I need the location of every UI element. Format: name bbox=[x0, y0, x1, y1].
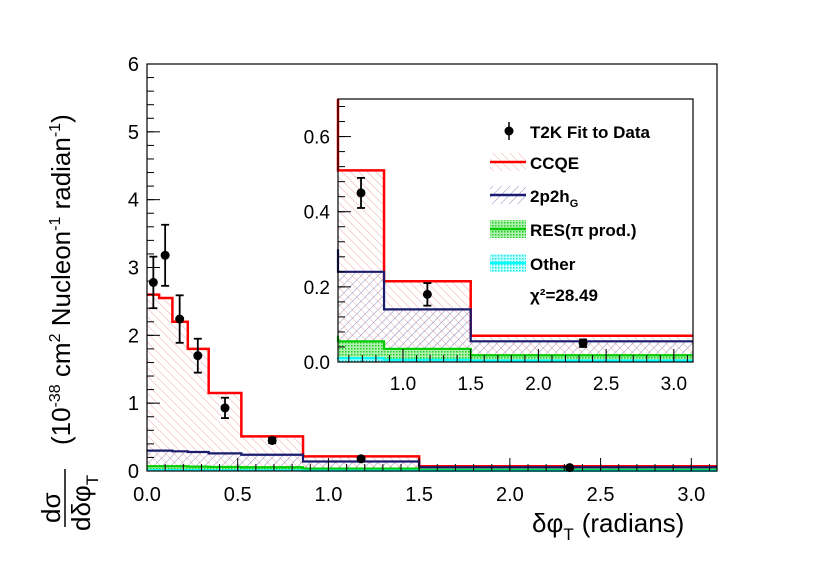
main-point-marker bbox=[175, 314, 185, 324]
main-line-series-1 bbox=[147, 449, 717, 469]
inset-data-point bbox=[578, 338, 588, 348]
main-x-tick-label: 0.5 bbox=[224, 484, 252, 506]
inset-point-marker bbox=[578, 338, 588, 348]
main-y-tick-label: 2 bbox=[128, 325, 139, 347]
main-x-tick-label: 3.0 bbox=[677, 484, 705, 506]
main-data-point bbox=[193, 337, 203, 374]
main-plot-data-points bbox=[148, 223, 575, 473]
main-line-series-2 bbox=[147, 465, 717, 471]
main-data-point bbox=[220, 396, 230, 419]
inset-data-point bbox=[422, 282, 432, 307]
x-axis-title: δφT (radians) bbox=[532, 508, 684, 544]
inset-data-point bbox=[356, 176, 366, 209]
y-axis-fraction-denominator: dδφT bbox=[66, 475, 102, 531]
legend: T2K Fit to Data CCQE 2p2hG RES(π prod.) … bbox=[490, 122, 650, 305]
main-point-marker bbox=[193, 351, 203, 361]
inset-x-tick-label: 2.5 bbox=[593, 374, 619, 395]
legend-label-ccqe: CCQE bbox=[530, 154, 579, 173]
legend-label-other: Other bbox=[530, 255, 576, 274]
legend-label-res: RES(π prod.) bbox=[530, 221, 637, 240]
main-x-tick-label: 1.5 bbox=[405, 484, 433, 506]
inset-x-tick-label: 2.0 bbox=[525, 374, 551, 395]
inset-plot-frame bbox=[337, 98, 694, 363]
y-axis-fraction-numerator: dσ bbox=[36, 492, 66, 523]
main-y-tick-label: 4 bbox=[128, 190, 139, 212]
inset-y-tick-label: 0.2 bbox=[304, 278, 330, 299]
main-y-tick-label: 0 bbox=[128, 461, 139, 483]
legend-entry-data: T2K Fit to Data bbox=[504, 122, 650, 142]
inset-y-tick-label: 0.4 bbox=[304, 203, 331, 224]
main-point-marker bbox=[356, 454, 366, 464]
inset-x-tick-label: 3.0 bbox=[661, 374, 687, 395]
main-point-marker bbox=[148, 277, 158, 287]
inset-plot-data-points bbox=[356, 176, 588, 348]
main-point-marker bbox=[160, 250, 170, 260]
inset-axis-ticks: 1.0 1.5 2.0 2.5 3.0 0.0 0.2 0.4 0.6 bbox=[304, 106, 688, 395]
main-point-marker bbox=[267, 435, 277, 445]
inset-fill-series-1 bbox=[338, 249, 693, 362]
main-data-point bbox=[160, 223, 170, 287]
main-data-point bbox=[356, 454, 366, 464]
main-data-point bbox=[175, 294, 185, 344]
inset-point-marker bbox=[422, 289, 432, 299]
inset-y-tick-label: 0.0 bbox=[304, 353, 330, 374]
main-point-marker bbox=[220, 403, 230, 413]
main-y-tick-label: 3 bbox=[128, 258, 139, 280]
main-x-tick-label: 1.0 bbox=[315, 484, 343, 506]
main-x-tick-label: 0.0 bbox=[133, 484, 161, 506]
main-point-marker bbox=[565, 463, 575, 473]
main-data-point bbox=[565, 463, 575, 473]
main-data-point bbox=[267, 435, 277, 445]
chi2-label: χ²=28.49 bbox=[530, 286, 598, 305]
legend-label-data: T2K Fit to Data bbox=[530, 123, 650, 142]
y-axis-title: dσ dδφT (10-38 cm2 Nucleon-1 radian-1) bbox=[36, 114, 102, 531]
legend-label-2p2h: 2p2hG bbox=[530, 187, 578, 210]
legend-entry-res: RES(π prod.) bbox=[490, 220, 637, 240]
main-axis-ticks: 0.0 0.5 1.0 1.5 2.0 2.5 3.0 0 1 2 3 4 5 6 bbox=[128, 54, 710, 506]
legend-entry-other: Other bbox=[490, 254, 576, 274]
main-x-tick-label: 2.0 bbox=[496, 484, 524, 506]
legend-entry-2p2h: 2p2hG bbox=[490, 186, 578, 210]
inset-x-tick-label: 1.0 bbox=[390, 374, 416, 395]
legend-entry-ccqe: CCQE bbox=[490, 153, 579, 173]
main-y-tick-label: 1 bbox=[128, 393, 139, 415]
y-axis-units: (10-38 cm2 Nucleon-1 radian-1) bbox=[46, 114, 76, 445]
inset-y-tick-label: 0.6 bbox=[304, 128, 330, 149]
main-y-tick-label: 6 bbox=[128, 54, 139, 76]
inset-x-tick-label: 1.5 bbox=[457, 374, 483, 395]
main-x-tick-label: 2.5 bbox=[587, 484, 615, 506]
inset-point-marker bbox=[356, 188, 366, 198]
main-y-tick-label: 5 bbox=[128, 122, 139, 144]
